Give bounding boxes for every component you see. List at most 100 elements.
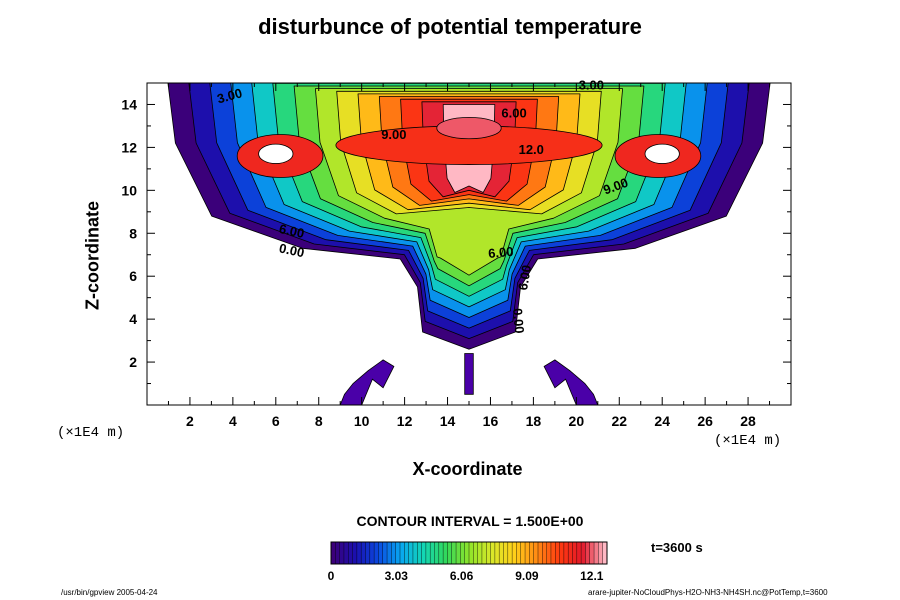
colorbar-swatch — [469, 542, 474, 564]
colorbar-swatch — [538, 542, 543, 564]
colorbar-swatch — [382, 542, 388, 564]
x-axis: 2 4 6 8 10 12 14 16 18 20 22 24 26 28 — [167, 83, 771, 429]
y-tick-label: 10 — [121, 182, 137, 198]
y-axis-label: Z-coordinate — [82, 201, 103, 311]
chart-title: disturbunce of potential temperature — [258, 14, 642, 39]
colorbar-swatch — [395, 542, 401, 564]
colorbar-tick-label: 12.1 — [580, 569, 604, 583]
footer-command: /usr/bin/gpview 2005-04-24 — [61, 588, 158, 597]
colorbar-swatch — [331, 542, 336, 564]
x-tick-label: 18 — [526, 413, 542, 429]
x-tick-label: 8 — [315, 413, 323, 429]
colorbar-swatch — [546, 542, 552, 564]
colorbar-swatch — [512, 542, 517, 564]
y-axis: 2 4 6 8 10 12 14 — [121, 96, 791, 385]
x-tick-label: 24 — [654, 413, 670, 429]
contour-label: 0.00 — [510, 308, 527, 335]
x-tick-label: 4 — [229, 413, 237, 429]
contour-level — [644, 143, 680, 164]
colorbar-swatch — [563, 542, 569, 564]
x-tick-label: 22 — [611, 413, 627, 429]
colorbar-swatch — [542, 542, 547, 564]
contour-label: 6.00 — [488, 244, 515, 261]
colorbar-swatch — [408, 542, 414, 564]
colorbar-swatch — [365, 542, 371, 564]
colorbar-swatch — [464, 542, 470, 564]
colorbar-swatch — [438, 542, 444, 564]
colorbar-swatch — [490, 542, 496, 564]
colorbar-swatch — [516, 542, 522, 564]
y-tick-label: 12 — [121, 139, 137, 155]
colorbar-swatch — [425, 542, 431, 564]
colorbar-swatch — [572, 542, 578, 564]
colorbar-swatch — [356, 542, 362, 564]
time-label: t=3600 s — [651, 540, 703, 555]
contour-label: 12.0 — [519, 142, 544, 157]
colorbar-swatch — [361, 542, 366, 564]
colorbar-swatch — [369, 542, 375, 564]
x-tick-label: 14 — [440, 413, 456, 429]
colorbar-swatch — [343, 542, 349, 564]
colorbar-swatch — [559, 542, 565, 564]
y-axis-unit: (×1E4 m) — [57, 425, 125, 441]
colorbar-tick-label: 0 — [328, 569, 335, 583]
colorbar-swatch — [529, 542, 534, 564]
colorbar-swatch — [447, 542, 453, 564]
x-tick-label: 20 — [569, 413, 585, 429]
colorbar-swatch — [374, 542, 379, 564]
contour-label: 9.00 — [381, 127, 406, 142]
x-tick-label: 28 — [740, 413, 756, 429]
colorbar-swatch — [481, 542, 487, 564]
colorbar-swatch — [348, 542, 353, 564]
y-tick-label: 14 — [121, 96, 137, 112]
colorbar-swatch — [473, 542, 478, 564]
colorbar-swatch — [507, 542, 513, 564]
colorbar-swatch — [576, 542, 582, 564]
colorbar-swatch — [387, 542, 392, 564]
y-tick-label: 6 — [129, 268, 137, 284]
x-axis-unit: (×1E4 m) — [714, 433, 782, 449]
colorbar-swatch — [581, 542, 586, 564]
x-axis-label: X-coordinate — [412, 459, 523, 479]
x-tick-label: 26 — [697, 413, 713, 429]
contour-field — [167, 83, 771, 405]
contour-level — [436, 116, 502, 140]
colorbar-swatch — [520, 542, 526, 564]
colorbar-tick-label: 9.09 — [515, 569, 539, 583]
contour-level — [258, 143, 294, 164]
colorbar-swatch — [486, 542, 491, 564]
colorbar-swatch — [477, 542, 483, 564]
colorbar-swatch — [352, 542, 358, 564]
contour-level — [464, 353, 474, 395]
y-tick-label: 8 — [129, 225, 137, 241]
x-tick-label: 16 — [483, 413, 499, 429]
colorbar-tick-label: 3.03 — [385, 569, 409, 583]
colorbar-swatch — [412, 542, 418, 564]
contour-interval-text: CONTOUR INTERVAL = 1.500E+00 — [356, 513, 584, 529]
colorbar-swatch — [451, 542, 457, 564]
colorbar-swatch — [335, 542, 340, 564]
contour-label: 6.00 — [278, 221, 306, 241]
colorbar-swatch — [499, 542, 504, 564]
colorbar-swatch — [391, 542, 396, 564]
colorbar-swatch — [434, 542, 440, 564]
colorbar-swatch — [503, 542, 509, 564]
x-tick-label: 12 — [397, 413, 413, 429]
colorbar-swatch — [555, 542, 560, 564]
contour-level — [339, 359, 395, 405]
colorbar-swatch — [430, 542, 435, 564]
colorbar-swatch — [594, 542, 599, 564]
colorbar-swatch — [589, 542, 595, 564]
contour-label: 0.00 — [278, 240, 306, 260]
contour-label: 6.00 — [501, 105, 526, 120]
x-tick-label: 2 — [186, 413, 194, 429]
colorbar-swatch — [460, 542, 465, 564]
contour-label: 6.00 — [515, 264, 534, 292]
colorbar-tick-label: 6.06 — [450, 569, 474, 583]
colorbar-swatch — [404, 542, 409, 564]
colorbar-swatch — [400, 542, 405, 564]
colorbar-frame — [330, 541, 608, 565]
colorbar-swatch — [533, 542, 539, 564]
colorbar-swatch — [456, 542, 461, 564]
colorbar-swatch — [378, 542, 384, 564]
